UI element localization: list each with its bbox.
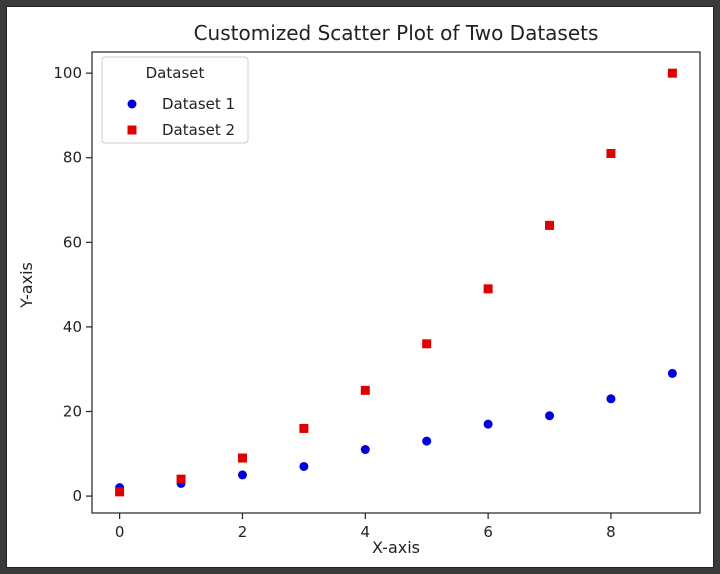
legend: Dataset Dataset 1 Dataset 2 — [101, 56, 249, 144]
data-point-series-2 — [176, 474, 186, 484]
data-point-series-1 — [667, 368, 677, 378]
data-point-series-1 — [606, 394, 616, 404]
data-point-series-2 — [483, 284, 493, 294]
legend-box — [101, 56, 249, 144]
data-point-series-2 — [237, 453, 247, 463]
chart-title: Customized Scatter Plot of Two Datasets — [194, 21, 599, 45]
data-point-series-2 — [299, 423, 309, 433]
data-point-series-2 — [606, 149, 616, 159]
data-point-series-1 — [360, 445, 370, 455]
y-tick-label: 40 — [63, 318, 82, 336]
legend-title: Dataset — [146, 64, 205, 82]
data-point-series-2 — [667, 68, 677, 78]
x-axis-label: X-axis — [372, 538, 420, 557]
y-tick-label: 20 — [63, 402, 82, 420]
legend-label-series-1: Dataset 1 — [162, 95, 235, 113]
y-axis-label: Y-axis — [17, 262, 36, 309]
legend-marker-series-2 — [127, 125, 137, 135]
data-point-series-1 — [422, 436, 432, 446]
data-point-series-1 — [237, 470, 247, 480]
data-points — [115, 68, 677, 497]
x-axis-ticks: 0 2 4 6 8 — [115, 513, 616, 541]
data-point-series-2 — [422, 339, 432, 349]
y-tick-label: 80 — [63, 149, 82, 167]
x-tick-label: 8 — [606, 523, 616, 541]
data-point-series-2 — [115, 487, 125, 497]
y-tick-label: 100 — [53, 64, 82, 82]
plot-area — [91, 51, 701, 514]
data-point-series-1 — [299, 461, 309, 471]
legend-label-series-2: Dataset 2 — [162, 121, 235, 139]
x-tick-label: 6 — [483, 523, 493, 541]
data-point-series-2 — [545, 220, 555, 230]
y-tick-label: 60 — [63, 233, 82, 251]
chart-frame: Customized Scatter Plot of Two Datasets … — [6, 6, 714, 568]
x-tick-label: 4 — [361, 523, 371, 541]
x-tick-label: 0 — [115, 523, 125, 541]
legend-marker-series-1 — [127, 99, 137, 109]
data-point-series-1 — [545, 411, 555, 421]
data-point-series-2 — [360, 385, 370, 395]
y-tick-label: 0 — [72, 487, 82, 505]
y-axis-ticks: 0 20 40 60 80 100 — [53, 64, 92, 505]
scatter-chart: Customized Scatter Plot of Two Datasets … — [17, 21, 701, 557]
x-tick-label: 2 — [238, 523, 248, 541]
data-point-series-1 — [483, 419, 493, 429]
